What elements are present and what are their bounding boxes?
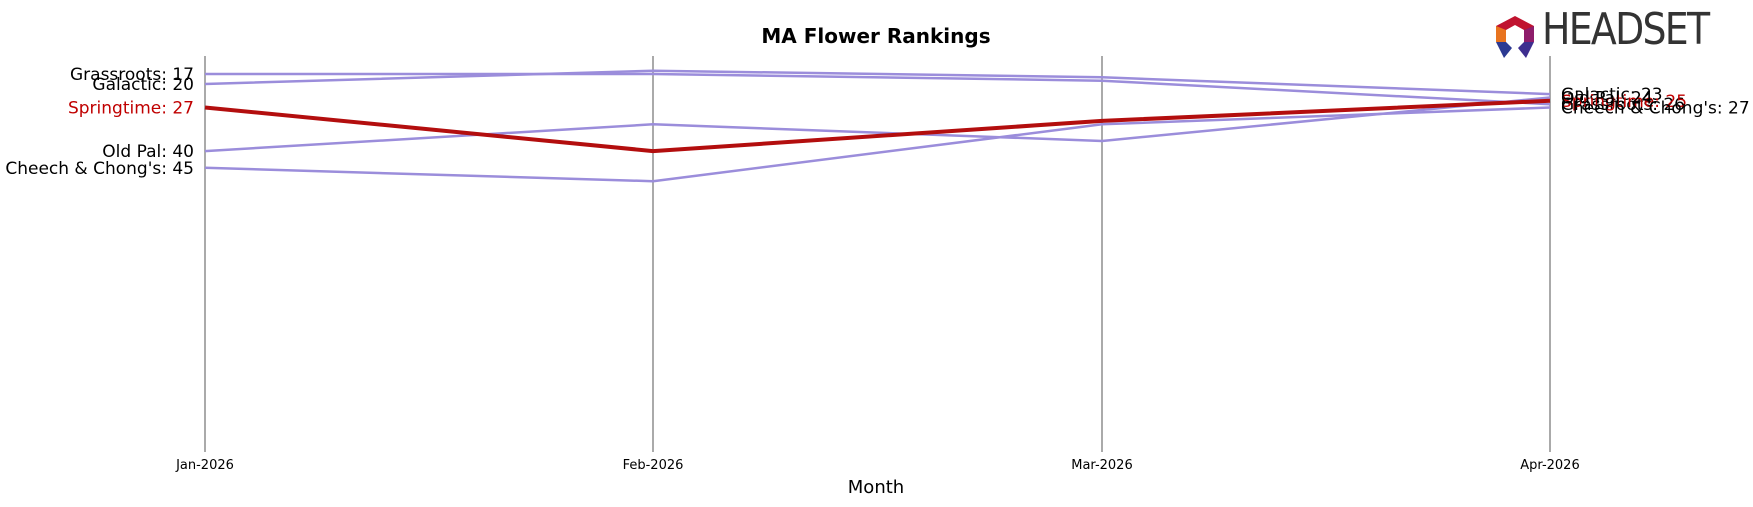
x-axis-label: Month — [848, 477, 904, 498]
right-label-cheech-chong-s: Cheech & Chong's: 27 — [1561, 99, 1750, 119]
series-line-springtime — [204, 98, 1551, 154]
x-tick-label: Apr-2026 — [1520, 458, 1579, 473]
right-label-old-pal: Old Pal: 24 — [1561, 88, 1653, 108]
x-tick-label: Mar-2026 — [1071, 458, 1132, 473]
left-label-grassroots: Grassroots: 17 — [70, 65, 194, 85]
chart-title: MA Flower Rankings — [761, 24, 990, 48]
right-label-springtime: Springtime: 25 — [1561, 92, 1687, 112]
headset-logo-text: HEADSET — [1542, 4, 1710, 55]
left-label-cheech-chong-s: Cheech & Chong's: 45 — [5, 159, 194, 179]
headset-logo: HEADSET — [1490, 8, 1720, 62]
x-tick-label: Jan-2026 — [175, 458, 234, 473]
series-line-old-pal — [204, 96, 1551, 153]
x-tick-label: Feb-2026 — [623, 458, 684, 473]
right-label-grassroots: Grassroots: 26 — [1561, 95, 1685, 115]
series-line-grassroots — [205, 72, 1551, 106]
series-line-galactic — [204, 69, 1551, 96]
left-label-galactic: Galactic: 20 — [92, 75, 194, 95]
series-line-cheech-chong-s — [204, 106, 1551, 183]
left-label-springtime: Springtime: 27 — [68, 99, 194, 119]
right-label-galactic: Galactic: 23 — [1561, 85, 1663, 105]
series-lines — [204, 69, 1551, 183]
headset-logo-icon — [1496, 16, 1534, 58]
left-label-old-pal: Old Pal: 40 — [102, 142, 194, 162]
x-tick-labels: Jan-2026 Feb-2026 Mar-2026 Apr-2026 — [175, 458, 1580, 473]
